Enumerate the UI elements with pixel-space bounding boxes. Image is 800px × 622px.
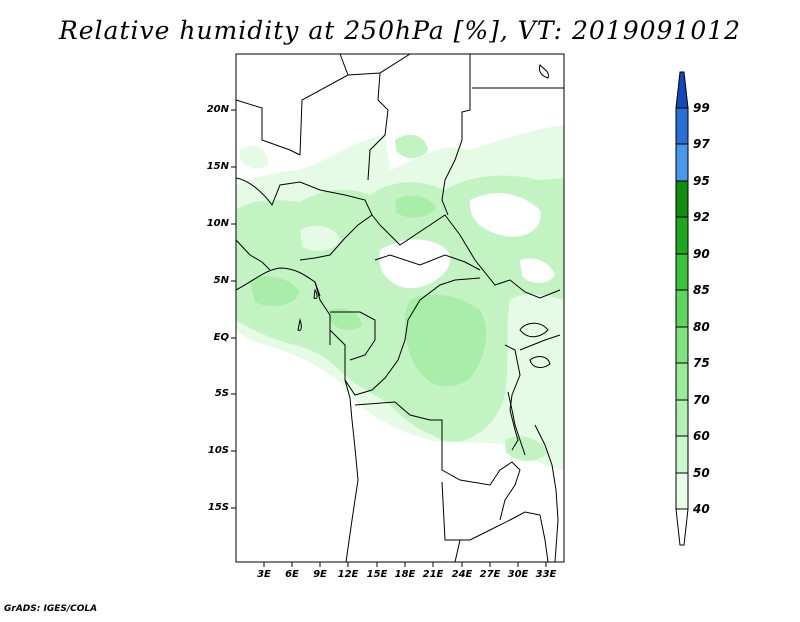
humidity-field [236,125,564,470]
lon-label: 27E [479,569,501,580]
lat-ticks [231,109,236,509]
lon-label: 12E [337,569,359,580]
lat-label: 15S [207,502,229,513]
colorbar-label: 60 [693,429,710,443]
lon-label: 6E [285,569,299,580]
colorbar-box [675,253,689,291]
credit-text: GrADS: IGES/COLA [4,604,98,614]
colorbar-label: 80 [693,320,710,334]
lon-label: 33E [535,569,557,580]
colorbar-box [675,107,689,145]
colorbar-box [675,472,689,510]
colorbar-box [675,435,689,474]
colorbar-box [675,289,689,328]
colorbar-label: 92 [693,210,710,224]
colorbar-box [675,143,689,182]
lon-label: 3E [257,569,271,580]
lat-label: 10N [206,218,229,229]
country-borders [236,54,564,562]
lon-label: 30E [507,569,529,580]
lon-label: 9E [313,569,327,580]
colorbar-label: 70 [693,393,710,407]
colorbar [675,71,689,546]
colorbar-box [675,326,689,364]
lat-label: 20N [206,104,229,115]
colorbar-label: 90 [693,247,710,261]
colorbar-label: 85 [693,283,710,297]
lat-label: 10S [207,445,229,456]
colorbar-label: 40 [693,502,710,516]
colorbar-label: 50 [693,466,710,480]
lat-label: EQ [213,332,229,343]
map-title: Relative humidity at 250hPa [%], VT: 201… [58,16,742,45]
lon-label: 24E [451,569,473,580]
lon-ticks [263,562,547,567]
colorbar-box [675,362,689,401]
map-frame [235,53,565,563]
lat-label: 5N [213,275,229,286]
colorbar-bottom-arrow [675,508,689,546]
colorbar-box [675,399,689,437]
lat-label: 5S [214,388,229,399]
colorbar-box [675,216,689,255]
colorbar-label: 95 [693,174,710,188]
colorbar-label: 97 [693,137,710,151]
colorbar-box [675,180,689,218]
colorbar-top-arrow [675,71,689,109]
lon-label: 21E [422,569,444,580]
lon-label: 18E [394,569,416,580]
lat-label: 15N [206,161,229,172]
lon-label: 15E [366,569,388,580]
colorbar-label: 99 [693,101,710,115]
colorbar-label: 75 [693,356,710,370]
